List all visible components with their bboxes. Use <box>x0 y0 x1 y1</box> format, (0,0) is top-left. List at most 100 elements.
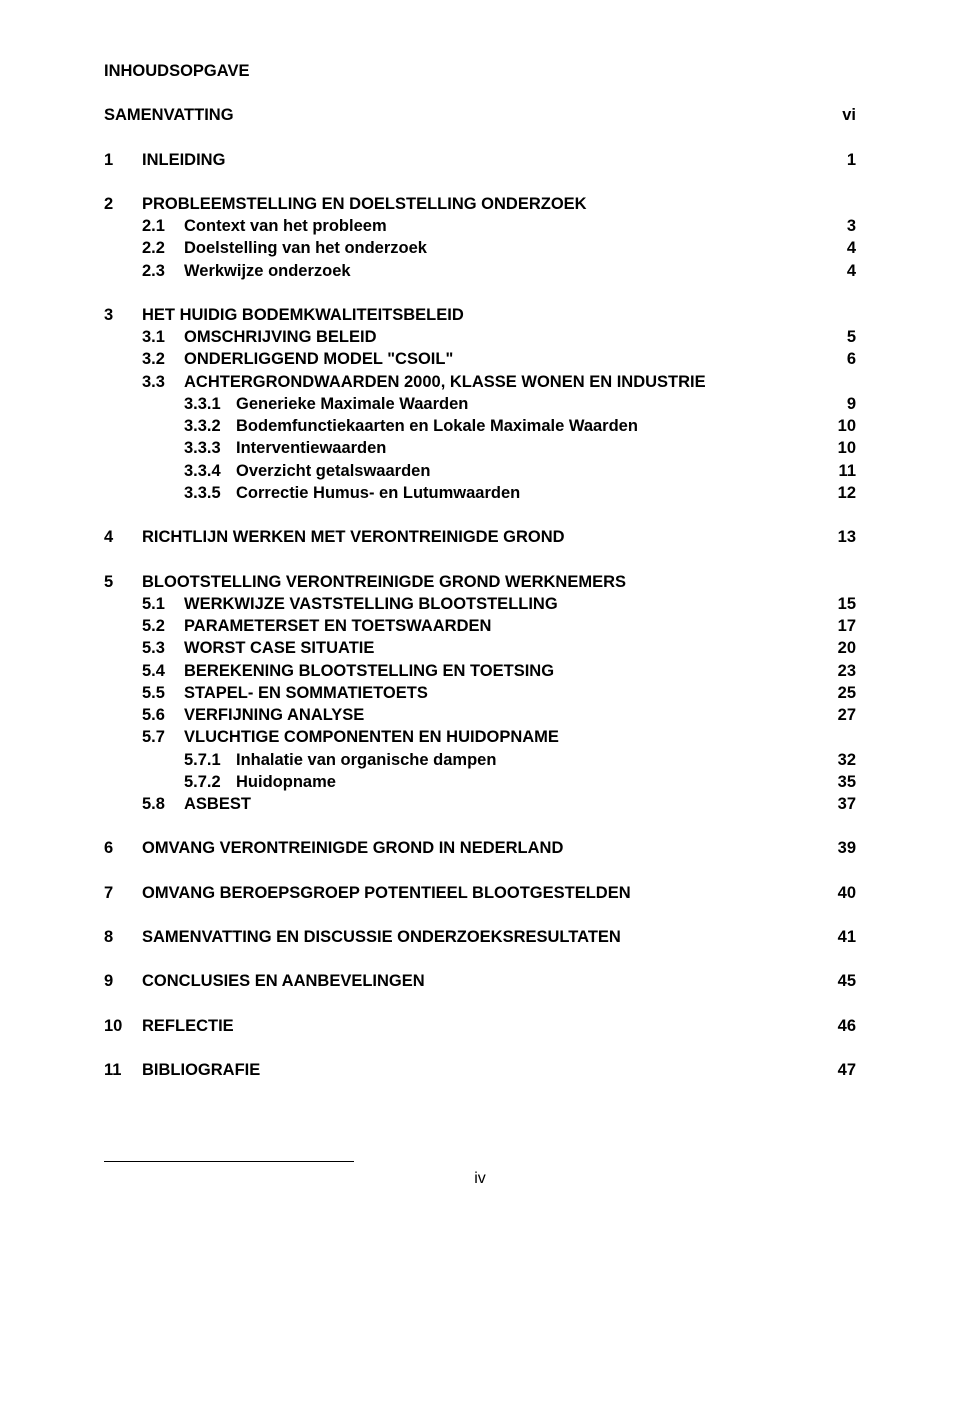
toc-entry-text: Interventiewaarden <box>236 437 386 459</box>
toc-entry-text: ASBEST <box>184 793 251 815</box>
toc-entry-number: 5.7 <box>142 726 184 748</box>
toc-entry: 5.2PARAMETERSET EN TOETSWAARDEN 17 <box>104 615 856 637</box>
toc-entry: 3.3.5Correctie Humus- en Lutumwaarden 12 <box>104 482 856 504</box>
toc-entry-left: 6OMVANG VERONTREINIGDE GROND IN NEDERLAN… <box>104 837 563 859</box>
toc-entry: 5.3WORST CASE SITUATIE 20 <box>104 637 856 659</box>
toc-entry-page: 3 <box>837 215 856 237</box>
toc-entry-text: Correctie Humus- en Lutumwaarden <box>236 482 520 504</box>
toc-entry-page: 12 <box>828 482 856 504</box>
toc-entry-text: OMVANG BEROEPSGROEP POTENTIEEL BLOOTGEST… <box>142 882 631 904</box>
toc-entry: 2.3Werkwijze onderzoek4 <box>104 260 856 282</box>
toc-entry-text: ONDERLIGGEND MODEL "CSOIL" <box>184 348 453 370</box>
toc-entry-number: 8 <box>104 926 142 948</box>
toc-entry: 2PROBLEEMSTELLING EN DOELSTELLING ONDERZ… <box>104 193 856 215</box>
toc-entry-left: 2PROBLEEMSTELLING EN DOELSTELLING ONDERZ… <box>104 193 587 215</box>
toc-entry: 9CONCLUSIES EN AANBEVELINGEN 45 <box>104 970 856 992</box>
toc-entry-number: 5.2 <box>142 615 184 637</box>
toc-entry-page: 5 <box>837 326 856 348</box>
toc-entry-text: SAMENVATTING <box>104 104 234 126</box>
toc-entry-text: Huidopname <box>236 771 336 793</box>
toc-entry-number: 5.5 <box>142 682 184 704</box>
toc-entry-left: 3.3.4Overzicht getalswaarden <box>104 460 430 482</box>
toc-entry-page: vi <box>832 104 856 126</box>
toc-entry-page: 9 <box>837 393 856 415</box>
toc-entry-number: 3.3.5 <box>184 482 236 504</box>
toc-entry: 3.3.2Bodemfunctiekaarten en Lokale Maxim… <box>104 415 856 437</box>
toc-entry-number: 2 <box>104 193 142 215</box>
toc-entry-text: WERKWIJZE VASTSTELLING BLOOTSTELLING <box>184 593 558 615</box>
toc-entry: 5.6VERFIJNING ANALYSE27 <box>104 704 856 726</box>
toc-entry-page: 17 <box>828 615 856 637</box>
toc-entry-left: 5BLOOTSTELLING VERONTREINIGDE GROND WERK… <box>104 571 626 593</box>
toc-entry-number: 5 <box>104 571 142 593</box>
toc-entry-text: Inhalatie van organische dampen <box>236 749 496 771</box>
toc-entry-left: 3.3ACHTERGRONDWAARDEN 2000, KLASSE WONEN… <box>104 371 706 393</box>
toc-entry-text: STAPEL- EN SOMMATIETOETS <box>184 682 428 704</box>
toc-entry-left: 2.2Doelstelling van het onderzoek <box>104 237 427 259</box>
toc-entry-left: 11BIBLIOGRAFIE <box>104 1059 260 1081</box>
toc-entry-page: 13 <box>828 526 856 548</box>
toc-entry-number: 3.3.3 <box>184 437 236 459</box>
toc-entry-text: ACHTERGRONDWAARDEN 2000, KLASSE WONEN EN… <box>184 371 706 393</box>
toc-entry-text: SAMENVATTING EN DISCUSSIE ONDERZOEKSRESU… <box>142 926 621 948</box>
toc-entry-left: 5.7.2Huidopname <box>104 771 336 793</box>
toc-entry-page: 45 <box>828 970 856 992</box>
toc-entry-page: 32 <box>828 749 856 771</box>
toc-entry-number: 5.7.2 <box>184 771 236 793</box>
toc-entry: 5.8ASBEST37 <box>104 793 856 815</box>
toc-entry-text: Bodemfunctiekaarten en Lokale Maximale W… <box>236 415 638 437</box>
toc-entry: 3.3.4Overzicht getalswaarden11 <box>104 460 856 482</box>
toc-entry-text: OMVANG VERONTREINIGDE GROND IN NEDERLAND <box>142 837 563 859</box>
toc-entry: 4RICHTLIJN WERKEN MET VERONTREINIGDE GRO… <box>104 526 856 548</box>
toc-entry-number: 3.3.2 <box>184 415 236 437</box>
toc-entry-page: 4 <box>837 260 856 282</box>
toc-entry-left: 10REFLECTIE <box>104 1015 234 1037</box>
toc-entry-left: 5.2PARAMETERSET EN TOETSWAARDEN <box>104 615 491 637</box>
toc-entry-left: 2.1Context van het probleem <box>104 215 387 237</box>
toc-entry-page: 10 <box>828 437 856 459</box>
toc-entry-number: 5.6 <box>142 704 184 726</box>
toc-entry-text: OMSCHRIJVING BELEID <box>184 326 377 348</box>
toc-entry-left: 3.3.5Correctie Humus- en Lutumwaarden <box>104 482 520 504</box>
toc-entry-number: 3 <box>104 304 142 326</box>
toc-entry-number: 2.3 <box>142 260 184 282</box>
toc-entry: 2.2Doelstelling van het onderzoek4 <box>104 237 856 259</box>
table-of-contents: SAMENVATTING vi 1INLEIDING1 2PROBLEEMSTELLI… <box>104 104 856 1081</box>
toc-entry: 3.3.1Generieke Maximale Waarden 9 <box>104 393 856 415</box>
toc-entry: 3HET HUIDIG BODEMKWALITEITSBELEID <box>104 304 856 326</box>
toc-entry-page: 46 <box>828 1015 856 1037</box>
toc-entry: 1INLEIDING1 <box>104 149 856 171</box>
toc-entry-left: 5.7VLUCHTIGE COMPONENTEN EN HUIDOPNAME <box>104 726 559 748</box>
toc-entry-page: 1 <box>837 149 856 171</box>
toc-entry-page: 40 <box>828 882 856 904</box>
toc-entry-number: 5.3 <box>142 637 184 659</box>
toc-entry-left: 5.8ASBEST <box>104 793 251 815</box>
toc-entry-text: REFLECTIE <box>142 1015 234 1037</box>
toc-entry: 3.3ACHTERGRONDWAARDEN 2000, KLASSE WONEN… <box>104 371 856 393</box>
toc-entry-number: 7 <box>104 882 142 904</box>
toc-entry-left: 3.3.1Generieke Maximale Waarden <box>104 393 468 415</box>
toc-entry: 7OMVANG BEROEPSGROEP POTENTIEEL BLOOTGES… <box>104 882 856 904</box>
toc-entry-left: 3.3.2Bodemfunctiekaarten en Lokale Maxim… <box>104 415 638 437</box>
page-number: iv <box>104 1168 856 1190</box>
toc-entry-left: SAMENVATTING <box>104 104 234 126</box>
page-title: INHOUDSOPGAVE <box>104 60 856 82</box>
toc-entry-number: 11 <box>104 1059 142 1081</box>
toc-entry-page: 25 <box>828 682 856 704</box>
toc-entry-page: 39 <box>828 837 856 859</box>
toc-entry: 5.4BEREKENING BLOOTSTELLING EN TOETSING2… <box>104 660 856 682</box>
toc-entry-number: 3.1 <box>142 326 184 348</box>
toc-entry-left: 5.5STAPEL- EN SOMMATIETOETS <box>104 682 428 704</box>
toc-entry-page: 23 <box>828 660 856 682</box>
toc-entry-left: 9CONCLUSIES EN AANBEVELINGEN <box>104 970 425 992</box>
toc-entry-number: 10 <box>104 1015 142 1037</box>
toc-entry-number: 2.2 <box>142 237 184 259</box>
toc-entry-left: 4RICHTLIJN WERKEN MET VERONTREINIGDE GRO… <box>104 526 565 548</box>
toc-entry-page: 20 <box>828 637 856 659</box>
toc-entry: 6OMVANG VERONTREINIGDE GROND IN NEDERLAN… <box>104 837 856 859</box>
toc-entry-left: 5.3WORST CASE SITUATIE <box>104 637 374 659</box>
toc-entry: 8SAMENVATTING EN DISCUSSIE ONDERZOEKSRES… <box>104 926 856 948</box>
toc-entry-page: 10 <box>828 415 856 437</box>
toc-entry-text: Doelstelling van het onderzoek <box>184 237 427 259</box>
toc-entry-text: BIBLIOGRAFIE <box>142 1059 260 1081</box>
